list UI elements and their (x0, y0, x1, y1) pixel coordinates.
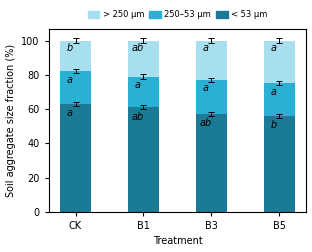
Bar (60, 104, 91, 212)
Text: a: a (135, 80, 141, 90)
Text: ab: ab (132, 43, 144, 53)
Legend: > 250 μm, 250–53 μm, < 53 μm: > 250 μm, 250–53 μm, < 53 μm (84, 7, 271, 23)
Text: b: b (271, 120, 277, 130)
Text: a: a (271, 43, 277, 53)
Text: a: a (67, 108, 73, 118)
Bar (264, 83, 295, 116)
Bar (60, 71, 91, 104)
Y-axis label: Soil aggregate size fraction (%): Soil aggregate size fraction (%) (6, 44, 16, 197)
Text: a: a (271, 87, 277, 97)
Bar (264, 116, 295, 212)
Text: a: a (67, 75, 73, 85)
X-axis label: Treatment: Treatment (153, 236, 202, 246)
Bar (196, 41, 227, 80)
Text: ab: ab (200, 118, 212, 129)
Bar (128, 107, 159, 212)
Bar (128, 77, 159, 107)
Text: a: a (203, 43, 209, 53)
Text: b: b (67, 43, 73, 53)
Bar (264, 41, 295, 83)
Bar (196, 80, 227, 114)
Text: a: a (203, 83, 209, 93)
Text: ab: ab (132, 112, 144, 122)
Bar (128, 41, 159, 77)
Bar (60, 41, 91, 71)
Bar (196, 114, 227, 212)
